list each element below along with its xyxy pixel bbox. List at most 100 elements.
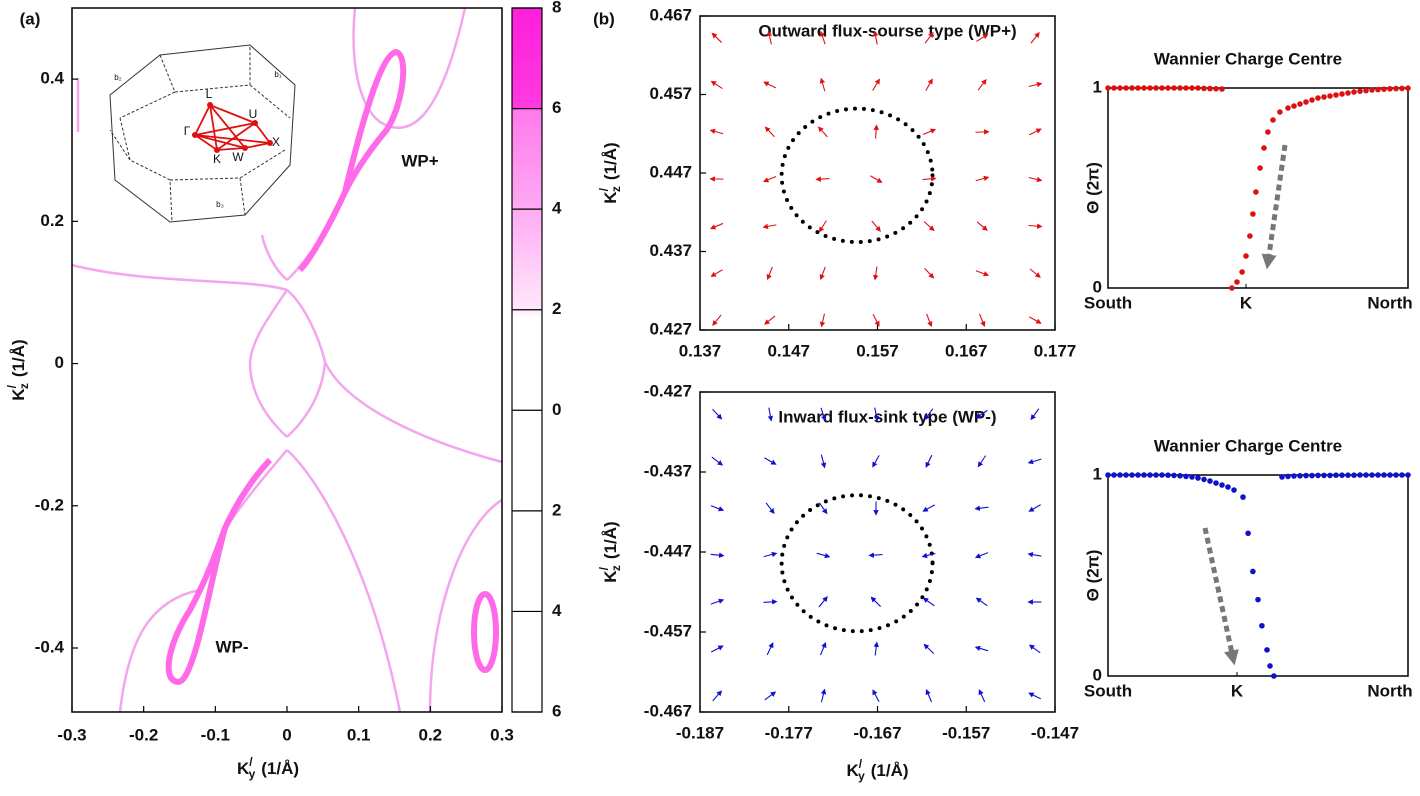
field-arrow <box>819 641 827 656</box>
x-tick-label: K <box>1231 681 1244 700</box>
x-tick-label: 0.3 <box>490 725 514 744</box>
wcc-point <box>1321 472 1327 479</box>
x-tick-label: -0.3 <box>57 725 86 744</box>
field-arrow <box>709 128 724 135</box>
wcc-point <box>1267 663 1273 669</box>
field-arrow <box>923 643 935 654</box>
wcc-point <box>1183 473 1189 480</box>
x-tick-label: -0.187 <box>676 723 724 742</box>
label-sub: y <box>249 767 256 781</box>
wcc-point <box>1234 279 1240 285</box>
field-arrow <box>819 266 826 281</box>
x-tick-label: South <box>1084 293 1132 312</box>
wcc-point <box>1189 85 1195 91</box>
field-arrow <box>710 80 723 90</box>
y-tick-label: 0 <box>1093 277 1102 296</box>
field-arrow <box>712 314 722 326</box>
field-arrow <box>766 642 774 656</box>
wcc-point <box>1207 85 1213 92</box>
field-arrow <box>710 222 724 230</box>
wcc-point <box>1399 472 1405 478</box>
wcc-point <box>1135 85 1141 91</box>
y-tick-label: -0.437 <box>644 461 692 480</box>
wcc-point <box>1339 91 1345 97</box>
field-arrow <box>767 407 774 422</box>
x-tick-label: 0 <box>282 725 291 744</box>
field-arrow <box>710 269 723 277</box>
x-tick-label: North <box>1367 681 1412 700</box>
wcc-point <box>1213 480 1219 486</box>
field-arrow <box>710 645 724 653</box>
y-tick-label: 0.457 <box>649 84 692 103</box>
inset-label: b₃ <box>216 200 224 209</box>
wcc-point <box>1219 482 1225 488</box>
label-sup: / <box>5 384 19 388</box>
wcc-point <box>1129 85 1135 91</box>
wcc-point <box>1165 472 1171 479</box>
field-arrow <box>817 126 828 138</box>
guide-arrow <box>1202 527 1239 666</box>
wcc-point <box>1345 90 1351 96</box>
colorbar-tick-label: 0 <box>552 400 561 419</box>
wcc-point <box>1201 476 1207 483</box>
wcc-point <box>1375 86 1381 93</box>
wcc-point <box>1189 474 1195 480</box>
field-arrow <box>1028 223 1043 229</box>
wcc-point <box>1291 103 1297 109</box>
label-base: K <box>846 761 859 780</box>
field-arrow <box>977 78 987 91</box>
y-tick-label: 1 <box>1093 77 1102 96</box>
colorbar-tick-label: 6 <box>552 98 561 117</box>
x-tick-label: -0.1 <box>201 725 230 744</box>
field-arrow <box>976 34 989 42</box>
y-tick-label: -0.4 <box>35 637 65 656</box>
wcc-point <box>1253 189 1259 195</box>
field-arrow <box>766 266 773 281</box>
plot-title: Outward flux-sourse type (WP+) <box>758 21 1016 40</box>
colorbar-tick-label: 4 <box>552 199 562 218</box>
wcc-point <box>1229 285 1235 291</box>
wcc-point <box>1231 487 1237 493</box>
axis-label: K/z (1/Å) <box>597 142 623 203</box>
wcc-point <box>1375 472 1381 478</box>
wcc-point <box>1247 233 1253 239</box>
x-tick-label: K <box>1240 293 1253 312</box>
field-arrow <box>873 641 879 656</box>
x-tick-label: 0.167 <box>945 341 988 360</box>
guide-arrow <box>1261 144 1288 270</box>
label-unit: (1/Å) <box>601 142 620 180</box>
field-arrow <box>977 455 987 468</box>
field-arrow <box>922 128 937 136</box>
wcc-point <box>1321 94 1327 100</box>
field-arrow <box>711 32 723 43</box>
wcc-point <box>1250 568 1256 575</box>
wcc-point <box>1105 85 1111 91</box>
y-tick-label: -0.457 <box>644 621 692 640</box>
x-tick-label: 0.1 <box>347 725 371 744</box>
wcc-point <box>1111 472 1117 478</box>
field-arrow <box>922 504 935 512</box>
field-arrow <box>711 456 724 466</box>
wcc-point <box>1291 473 1297 479</box>
plot-title: Wannier Charge Centre <box>1154 49 1342 68</box>
x-tick-label: -0.157 <box>942 723 990 742</box>
integration-loop <box>779 106 935 245</box>
plot-frame <box>71 7 503 713</box>
colorbar-tick-label: 6 <box>552 701 561 720</box>
inset-label: b₂ <box>114 73 122 82</box>
field-arrow <box>764 691 777 701</box>
y-tick-label: -0.427 <box>644 381 692 400</box>
field-arrow <box>763 551 778 558</box>
wcc-point <box>1257 165 1263 171</box>
plot-frame <box>1107 474 1409 677</box>
wcc-point <box>1285 473 1291 480</box>
inset-points <box>192 102 273 153</box>
field-arrow <box>921 552 936 559</box>
wcc-point <box>1387 472 1393 478</box>
wcc-point <box>1309 97 1315 103</box>
y-tick-label: 0 <box>1093 665 1102 684</box>
wcc-point <box>1141 85 1147 91</box>
label-unit: (1/Å) <box>261 759 299 778</box>
y-tick-label: 0.4 <box>40 69 64 88</box>
field-arrow <box>763 599 778 605</box>
